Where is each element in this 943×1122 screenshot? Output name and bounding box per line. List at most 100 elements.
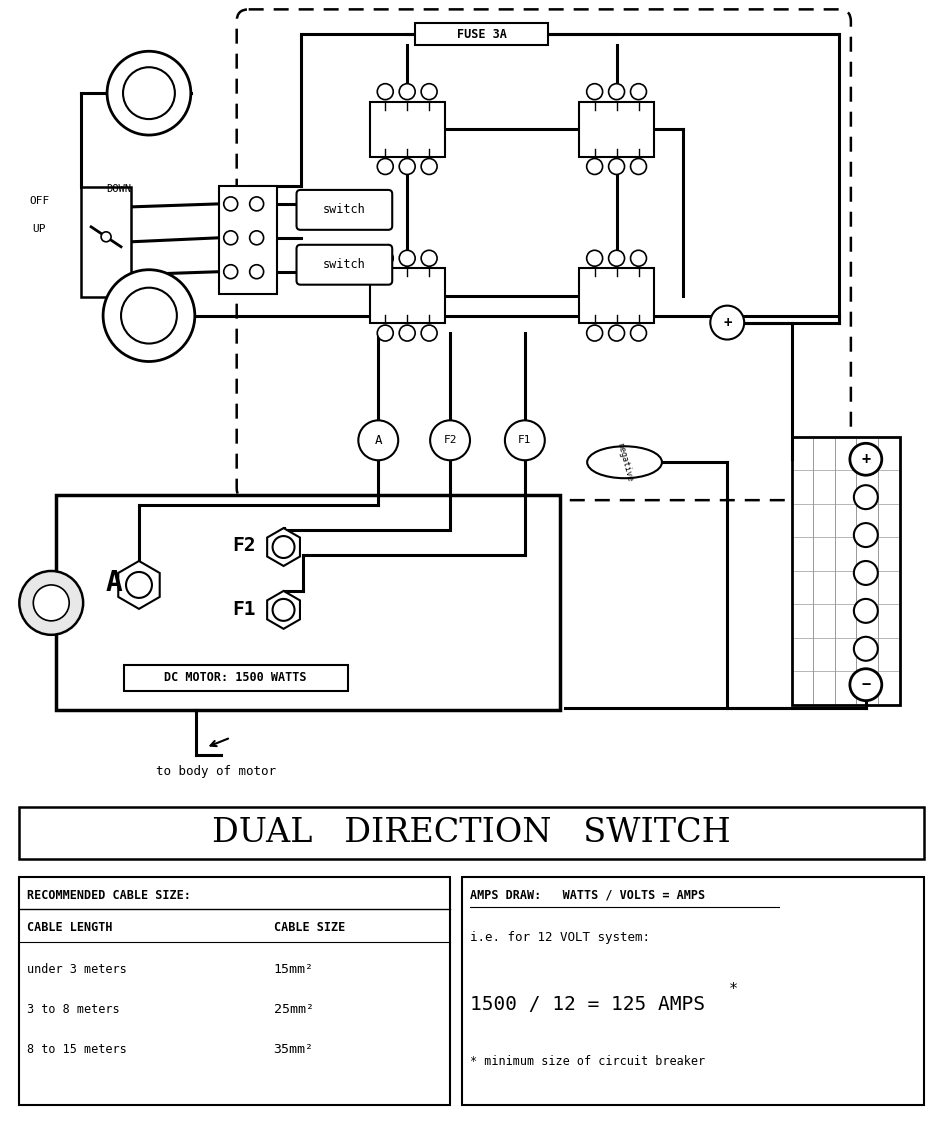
Text: F1: F1: [232, 600, 256, 619]
Text: +: +: [723, 315, 732, 330]
Circle shape: [853, 599, 878, 623]
Circle shape: [377, 84, 393, 100]
Circle shape: [587, 250, 603, 266]
Text: switch: switch: [323, 203, 366, 217]
Bar: [370, 268, 444, 323]
Circle shape: [250, 196, 264, 211]
Bar: [462, 877, 923, 1105]
Circle shape: [358, 421, 398, 460]
Circle shape: [250, 231, 264, 245]
Circle shape: [377, 158, 393, 174]
Circle shape: [20, 571, 83, 635]
Circle shape: [631, 84, 647, 100]
Bar: [57, 495, 560, 709]
Circle shape: [377, 325, 393, 341]
Circle shape: [608, 250, 624, 266]
Circle shape: [853, 637, 878, 661]
Text: A: A: [374, 434, 382, 447]
Text: F1: F1: [518, 435, 532, 445]
Circle shape: [223, 196, 238, 211]
Circle shape: [273, 536, 294, 558]
Circle shape: [121, 287, 177, 343]
Bar: [124, 664, 348, 691]
Text: CABLE SIZE: CABLE SIZE: [273, 920, 345, 934]
Circle shape: [853, 485, 878, 509]
Circle shape: [108, 52, 190, 135]
Text: DC MOTOR: 1500 WATTS: DC MOTOR: 1500 WATTS: [164, 671, 307, 684]
Circle shape: [273, 599, 294, 620]
Text: DOWN: DOWN: [107, 184, 131, 194]
Circle shape: [853, 523, 878, 548]
Circle shape: [33, 585, 69, 620]
Text: −: −: [861, 678, 870, 692]
Text: 35mm²: 35mm²: [273, 1043, 314, 1056]
Text: negative: negative: [615, 442, 634, 482]
FancyBboxPatch shape: [296, 190, 392, 230]
Circle shape: [250, 265, 264, 278]
Text: 8 to 15 meters: 8 to 15 meters: [27, 1043, 127, 1056]
Text: to body of motor: to body of motor: [156, 765, 276, 778]
Circle shape: [505, 421, 545, 460]
Text: switch: switch: [323, 258, 366, 272]
Circle shape: [399, 158, 415, 174]
Circle shape: [377, 250, 393, 266]
Bar: [792, 438, 900, 705]
Circle shape: [587, 325, 603, 341]
Bar: [415, 24, 548, 45]
Circle shape: [631, 250, 647, 266]
Text: i.e. for 12 VOLT system:: i.e. for 12 VOLT system:: [470, 930, 650, 944]
Bar: [81, 187, 131, 296]
Circle shape: [853, 561, 878, 585]
Text: OFF: OFF: [29, 196, 49, 206]
Text: +: +: [861, 452, 870, 467]
Circle shape: [631, 325, 647, 341]
Text: * minimum size of circuit breaker: * minimum size of circuit breaker: [470, 1056, 705, 1068]
Bar: [20, 877, 450, 1105]
Text: 25mm²: 25mm²: [273, 1003, 314, 1017]
Text: F2: F2: [443, 435, 456, 445]
Circle shape: [710, 305, 744, 340]
Circle shape: [608, 325, 624, 341]
Circle shape: [430, 421, 470, 460]
Text: 1500 / 12 = 125 AMPS: 1500 / 12 = 125 AMPS: [470, 995, 705, 1014]
Bar: [20, 808, 923, 859]
Circle shape: [422, 325, 438, 341]
Circle shape: [422, 84, 438, 100]
Circle shape: [123, 67, 174, 119]
Circle shape: [223, 231, 238, 245]
Circle shape: [223, 265, 238, 278]
Text: 3 to 8 meters: 3 to 8 meters: [27, 1003, 120, 1017]
Text: UP: UP: [32, 223, 46, 233]
Text: AMPS DRAW:   WATTS / VOLTS = AMPS: AMPS DRAW: WATTS / VOLTS = AMPS: [470, 889, 705, 902]
Circle shape: [850, 669, 882, 700]
Circle shape: [587, 84, 603, 100]
Circle shape: [399, 325, 415, 341]
Circle shape: [853, 448, 878, 471]
Circle shape: [608, 158, 624, 174]
Bar: [579, 268, 653, 323]
Circle shape: [608, 84, 624, 100]
Ellipse shape: [587, 447, 662, 478]
Text: *: *: [729, 983, 738, 997]
Circle shape: [399, 84, 415, 100]
Circle shape: [850, 443, 882, 476]
Circle shape: [853, 673, 878, 697]
Text: 15mm²: 15mm²: [273, 964, 314, 976]
Circle shape: [587, 158, 603, 174]
Circle shape: [631, 158, 647, 174]
Text: FUSE 3A: FUSE 3A: [456, 28, 506, 40]
Bar: [579, 102, 653, 156]
Circle shape: [101, 232, 111, 242]
Text: RECOMMENDED CABLE SIZE:: RECOMMENDED CABLE SIZE:: [27, 889, 191, 902]
Circle shape: [103, 269, 195, 361]
Text: under 3 meters: under 3 meters: [27, 964, 127, 976]
Text: F2: F2: [232, 535, 256, 554]
Text: CABLE LENGTH: CABLE LENGTH: [27, 920, 113, 934]
Circle shape: [126, 572, 152, 598]
Circle shape: [422, 250, 438, 266]
Bar: [219, 186, 276, 294]
Circle shape: [399, 250, 415, 266]
Text: A: A: [106, 569, 123, 597]
Circle shape: [422, 158, 438, 174]
FancyBboxPatch shape: [296, 245, 392, 285]
